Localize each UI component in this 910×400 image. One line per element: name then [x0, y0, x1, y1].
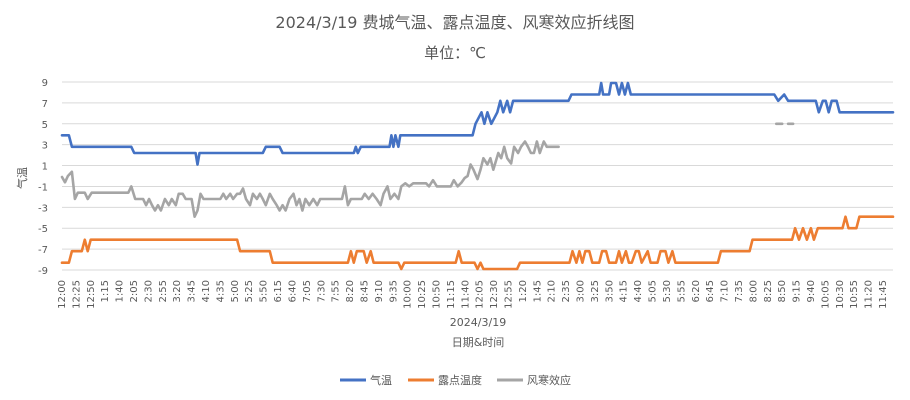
chart-title: 2024/3/19 费城气温、露点温度、风寒效应折线图 — [275, 13, 634, 32]
gridlines — [62, 81, 893, 271]
x-axis-ticks: 12:00 12:25 12:50 1:15 1:40 2:05 2:30 2:55 3:20 3… — [57, 280, 889, 309]
x-tick-label: 12:30 — [489, 280, 500, 309]
legend-label: 露点温度 — [438, 373, 482, 387]
x-tick-label: 12:55 — [504, 280, 515, 309]
x-tick-label: 8:25 — [763, 280, 774, 302]
x-tick-label: 4:40 — [633, 280, 644, 302]
x-tick-label: 12:25 — [71, 280, 82, 309]
y-tick-label: -7 — [38, 245, 48, 256]
x-tick-label: 1:15 — [100, 280, 111, 302]
x-tick-label: 9:35 — [388, 280, 399, 302]
x-tick-label: 7:30 — [316, 280, 327, 302]
legend-label: 气温 — [370, 373, 392, 387]
series-line-0 — [60, 81, 895, 166]
x-tick-label: 2:35 — [561, 280, 572, 302]
x-tick-label: 5:55 — [676, 280, 687, 302]
x-tick-label: 2:30 — [143, 280, 154, 302]
legend-label: 风寒效应 — [527, 373, 571, 387]
x-tick-label: 3:50 — [604, 280, 615, 302]
x-tick-label: 5:05 — [648, 280, 659, 302]
x-tick-label: 7:10 — [720, 280, 731, 302]
x-tick-label: 11:45 — [878, 280, 889, 309]
y-tick-label: 5 — [42, 120, 48, 131]
y-tick-label: -9 — [38, 266, 48, 277]
x-tick-label: 6:15 — [273, 280, 284, 302]
x-tick-label: 10:00 — [403, 280, 414, 309]
x-tick-label: 12:00 — [57, 280, 68, 309]
x-tick-label: 11:40 — [460, 280, 471, 309]
x-tick-label: 11:20 — [864, 280, 875, 309]
x-tick-label: 7:05 — [302, 280, 313, 302]
x-tick-label: 5:00 — [230, 280, 241, 302]
x-tick-label: 2:55 — [158, 280, 169, 302]
x-tick-label: 11:15 — [446, 280, 457, 309]
y-axis-title: 气温 — [15, 167, 29, 189]
x-tick-label: 9:40 — [806, 280, 817, 302]
y-tick-label: -1 — [38, 182, 48, 193]
x-tick-label: 10:05 — [820, 280, 831, 309]
x-tick-label: 6:20 — [691, 280, 702, 302]
x-tick-label: 1:40 — [115, 280, 126, 302]
x-tick-label: 4:10 — [201, 280, 212, 302]
x-tick-label: 12:50 — [86, 280, 97, 309]
x-tick-label: 10:30 — [835, 280, 846, 309]
x-tick-label: 2:10 — [547, 280, 558, 302]
y-tick-label: -5 — [38, 224, 48, 235]
x-tick-label: 10:50 — [431, 280, 442, 309]
x-tick-label: 5:25 — [244, 280, 255, 302]
x-tick-label: 9:10 — [374, 280, 385, 302]
x-axis-title: 日期&时间 — [452, 336, 505, 349]
y-tick-label: -3 — [38, 203, 48, 214]
x-tick-label: 3:00 — [576, 280, 587, 302]
x-tick-label: 9:15 — [792, 280, 803, 302]
x-tick-label: 5:50 — [259, 280, 270, 302]
y-tick-label: 3 — [42, 141, 48, 152]
x-tick-label: 5:30 — [662, 280, 673, 302]
y-axis-ticks: 9 7 5 3 1 -1 -3 -5 -7 -9 — [38, 78, 48, 277]
y-tick-label: 1 — [42, 162, 48, 173]
x-tick-label: 4:35 — [215, 280, 226, 302]
x-tick-label: 6:40 — [287, 280, 298, 302]
x-tick-label: 8:45 — [359, 280, 370, 302]
y-tick-label: 7 — [42, 99, 48, 110]
y-tick-label: 9 — [42, 78, 48, 89]
series-line-1 — [60, 215, 895, 271]
chart-subtitle: 单位：℃ — [424, 44, 486, 62]
x-tick-label: 10:25 — [417, 280, 428, 309]
x-tick-label: 2:05 — [129, 280, 140, 302]
x-tick-label: 8:00 — [748, 280, 759, 302]
x-tick-label: 3:45 — [187, 280, 198, 302]
x-tick-label: 1:45 — [532, 280, 543, 302]
x-tick-label: 6:45 — [705, 280, 716, 302]
x-tick-label: 8:20 — [345, 280, 356, 302]
x-tick-label: 12:05 — [475, 280, 486, 309]
x-tick-label: 10:55 — [849, 280, 860, 309]
x-axis-date-label: 2024/3/19 — [450, 316, 506, 329]
x-tick-label: 7:55 — [331, 280, 342, 302]
x-tick-label: 7:35 — [734, 280, 745, 302]
x-tick-label: 4:15 — [619, 280, 630, 302]
x-tick-label: 8:50 — [777, 280, 788, 302]
x-tick-label: 3:20 — [172, 280, 183, 302]
x-tick-label: 1:20 — [518, 280, 529, 302]
series-line-2 — [60, 140, 560, 218]
series-lines — [60, 81, 895, 271]
legend: 气温 露点温度 风寒效应 — [340, 373, 571, 387]
x-tick-label: 3:25 — [590, 280, 601, 302]
